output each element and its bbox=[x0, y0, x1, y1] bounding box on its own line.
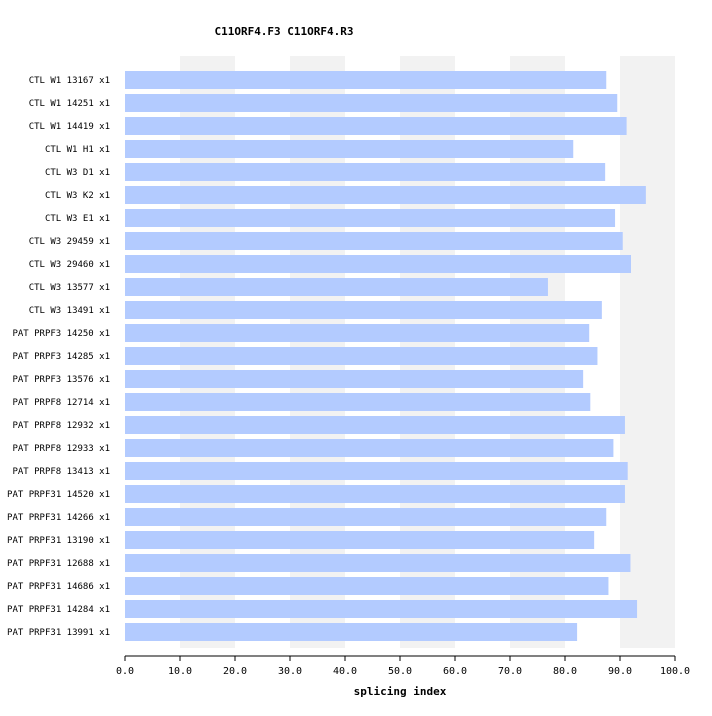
chart-title: C11ORF4.F3 C11ORF4.R3 bbox=[214, 25, 353, 38]
bar bbox=[125, 301, 602, 319]
x-tick-label: 40.0 bbox=[333, 666, 357, 677]
x-tick-label: 100.0 bbox=[660, 666, 690, 677]
category-label: PAT PRPF8 12932 x1 bbox=[12, 421, 110, 431]
x-tick-label: 30.0 bbox=[278, 666, 302, 677]
bar bbox=[125, 600, 638, 618]
bar bbox=[125, 71, 607, 89]
x-tick-label: 90.0 bbox=[608, 666, 632, 677]
bar bbox=[125, 232, 623, 250]
category-label: CTL W1 14419 x1 bbox=[29, 122, 110, 132]
category-label: PAT PRPF8 12933 x1 bbox=[12, 444, 110, 454]
bar bbox=[125, 623, 578, 641]
bar bbox=[125, 347, 598, 365]
x-axis-title: splicing index bbox=[354, 685, 447, 698]
bar bbox=[125, 416, 625, 434]
category-label: PAT PRPF31 13190 x1 bbox=[7, 536, 110, 546]
category-label: CTL W3 29460 x1 bbox=[29, 260, 110, 270]
bar bbox=[125, 577, 609, 595]
bar bbox=[125, 209, 616, 227]
category-label: PAT PRPF3 14285 x1 bbox=[12, 352, 110, 362]
category-label: PAT PRPF31 14686 x1 bbox=[7, 582, 110, 592]
category-label: PAT PRPF8 13413 x1 bbox=[12, 467, 110, 477]
bar bbox=[125, 554, 631, 572]
category-label: PAT PRPF31 12688 x1 bbox=[7, 559, 110, 569]
category-label: CTL W3 E1 x1 bbox=[45, 214, 110, 224]
x-axis: 0.0 10.0 20.0 30.0 40.0 50.0 60.0 70.0 80.0 90.0 1… bbox=[116, 655, 690, 677]
category-label: CTL W3 13577 x1 bbox=[29, 283, 110, 293]
category-label: PAT PRPF31 14520 x1 bbox=[7, 490, 110, 500]
bar bbox=[125, 531, 595, 549]
category-label: CTL W3 13491 x1 bbox=[29, 306, 110, 316]
x-tick-label: 80.0 bbox=[553, 666, 577, 677]
bar bbox=[125, 324, 590, 342]
category-label: CTL W3 K2 x1 bbox=[45, 191, 110, 201]
x-tick-label: 70.0 bbox=[498, 666, 522, 677]
category-label: PAT PRPF31 14266 x1 bbox=[7, 513, 110, 523]
bar bbox=[125, 140, 574, 158]
bar bbox=[125, 117, 627, 135]
x-tick-label: 20.0 bbox=[223, 666, 247, 677]
bar bbox=[125, 485, 625, 503]
category-labels: CTL W1 13167 x1 CTL W1 14251 x1 CTL W1 144… bbox=[7, 76, 110, 638]
bar bbox=[125, 370, 584, 388]
bar bbox=[125, 393, 591, 411]
category-label: CTL W3 29459 x1 bbox=[29, 237, 110, 247]
bar bbox=[125, 255, 631, 273]
x-tick-label: 10.0 bbox=[168, 666, 192, 677]
bar bbox=[125, 163, 606, 181]
bar bbox=[125, 186, 646, 204]
category-label: CTL W1 14251 x1 bbox=[29, 99, 110, 109]
category-label: CTL W1 H1 x1 bbox=[45, 145, 110, 155]
bars bbox=[125, 71, 646, 641]
category-label: PAT PRPF31 14284 x1 bbox=[7, 605, 110, 615]
category-label: PAT PRPF3 13576 x1 bbox=[12, 375, 110, 385]
grid-band bbox=[620, 56, 675, 648]
category-label: PAT PRPF31 13991 x1 bbox=[7, 628, 110, 638]
bar bbox=[125, 94, 618, 112]
category-label: CTL W1 13167 x1 bbox=[29, 76, 110, 86]
bar bbox=[125, 439, 614, 457]
category-label: CTL W3 D1 x1 bbox=[45, 168, 110, 178]
bar bbox=[125, 278, 548, 296]
bar bbox=[125, 508, 607, 526]
x-tick-label: 50.0 bbox=[388, 666, 412, 677]
x-tick-label: 60.0 bbox=[443, 666, 467, 677]
category-label: PAT PRPF8 12714 x1 bbox=[12, 398, 110, 408]
bar bbox=[125, 462, 628, 480]
category-label: PAT PRPF3 14250 x1 bbox=[12, 329, 110, 339]
x-tick-label: 0.0 bbox=[116, 666, 134, 677]
